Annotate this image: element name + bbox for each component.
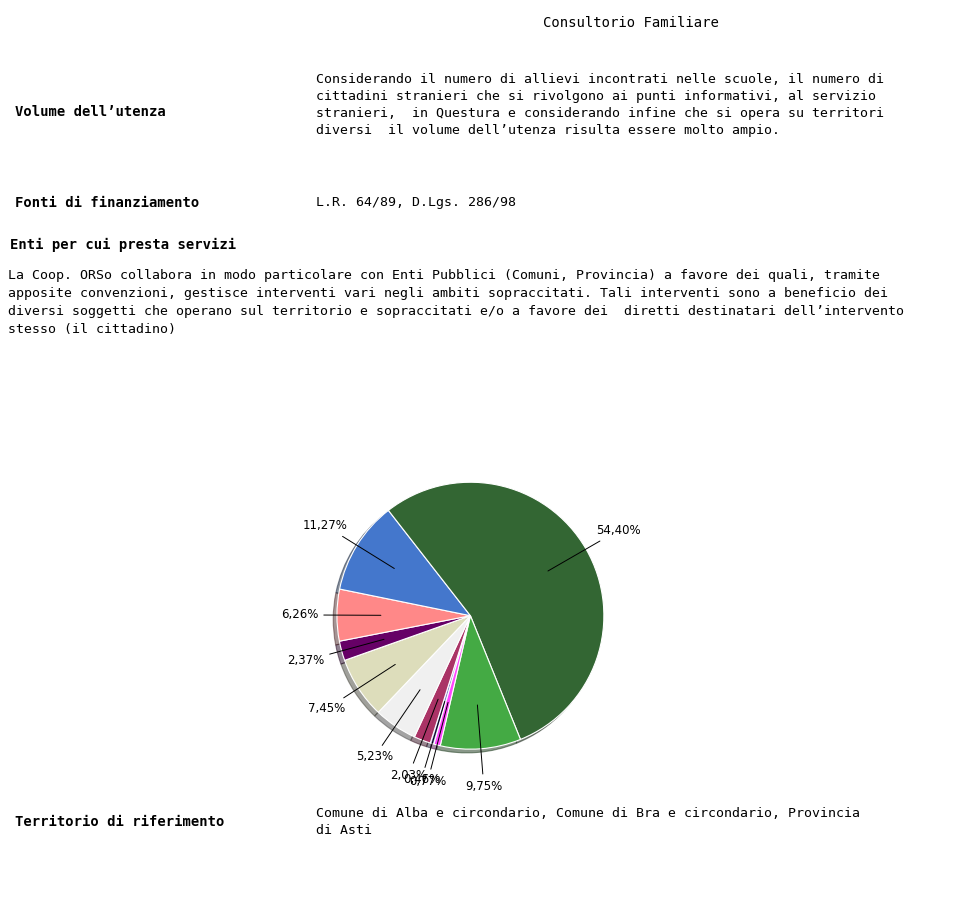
Wedge shape bbox=[337, 589, 470, 641]
Text: 0,46%: 0,46% bbox=[403, 701, 444, 786]
Wedge shape bbox=[345, 616, 470, 712]
Wedge shape bbox=[441, 616, 520, 749]
Text: L.R. 64/89, D.Lgs. 286/98: L.R. 64/89, D.Lgs. 286/98 bbox=[316, 197, 516, 209]
Text: La Coop. ORSo collabora in modo particolare con Enti Pubblici (Comuni, Provincia: La Coop. ORSo collabora in modo particol… bbox=[8, 269, 903, 336]
Text: Enti per cui presta servizi: Enti per cui presta servizi bbox=[10, 238, 236, 252]
Wedge shape bbox=[340, 510, 470, 616]
Text: 0,77%: 0,77% bbox=[409, 702, 448, 788]
Text: 54,40%: 54,40% bbox=[548, 524, 640, 571]
Text: Fonti di finanziamento: Fonti di finanziamento bbox=[15, 196, 200, 210]
Wedge shape bbox=[340, 616, 470, 660]
Text: 2,03%: 2,03% bbox=[390, 700, 438, 781]
Text: Comune di Alba e circondario, Comune di Bra e circondario, Provincia
di Asti: Comune di Alba e circondario, Comune di … bbox=[316, 807, 859, 837]
Text: Consultorio Familiare: Consultorio Familiare bbox=[543, 16, 719, 31]
Wedge shape bbox=[415, 616, 470, 743]
Text: 6,26%: 6,26% bbox=[281, 609, 381, 621]
Text: 7,45%: 7,45% bbox=[308, 665, 396, 715]
Wedge shape bbox=[430, 616, 470, 744]
Text: 5,23%: 5,23% bbox=[356, 690, 420, 763]
Wedge shape bbox=[434, 616, 470, 745]
Text: 11,27%: 11,27% bbox=[302, 519, 395, 568]
Text: 9,75%: 9,75% bbox=[466, 705, 502, 793]
Text: Considerando il numero di allievi incontrati nelle scuole, il numero di
cittadin: Considerando il numero di allievi incont… bbox=[316, 74, 883, 137]
Text: 2,37%: 2,37% bbox=[287, 639, 384, 667]
Text: Territorio di riferimento: Territorio di riferimento bbox=[15, 815, 225, 829]
Text: Volume dell’utenza: Volume dell’utenza bbox=[15, 105, 166, 119]
Wedge shape bbox=[389, 482, 604, 739]
Wedge shape bbox=[378, 616, 470, 737]
